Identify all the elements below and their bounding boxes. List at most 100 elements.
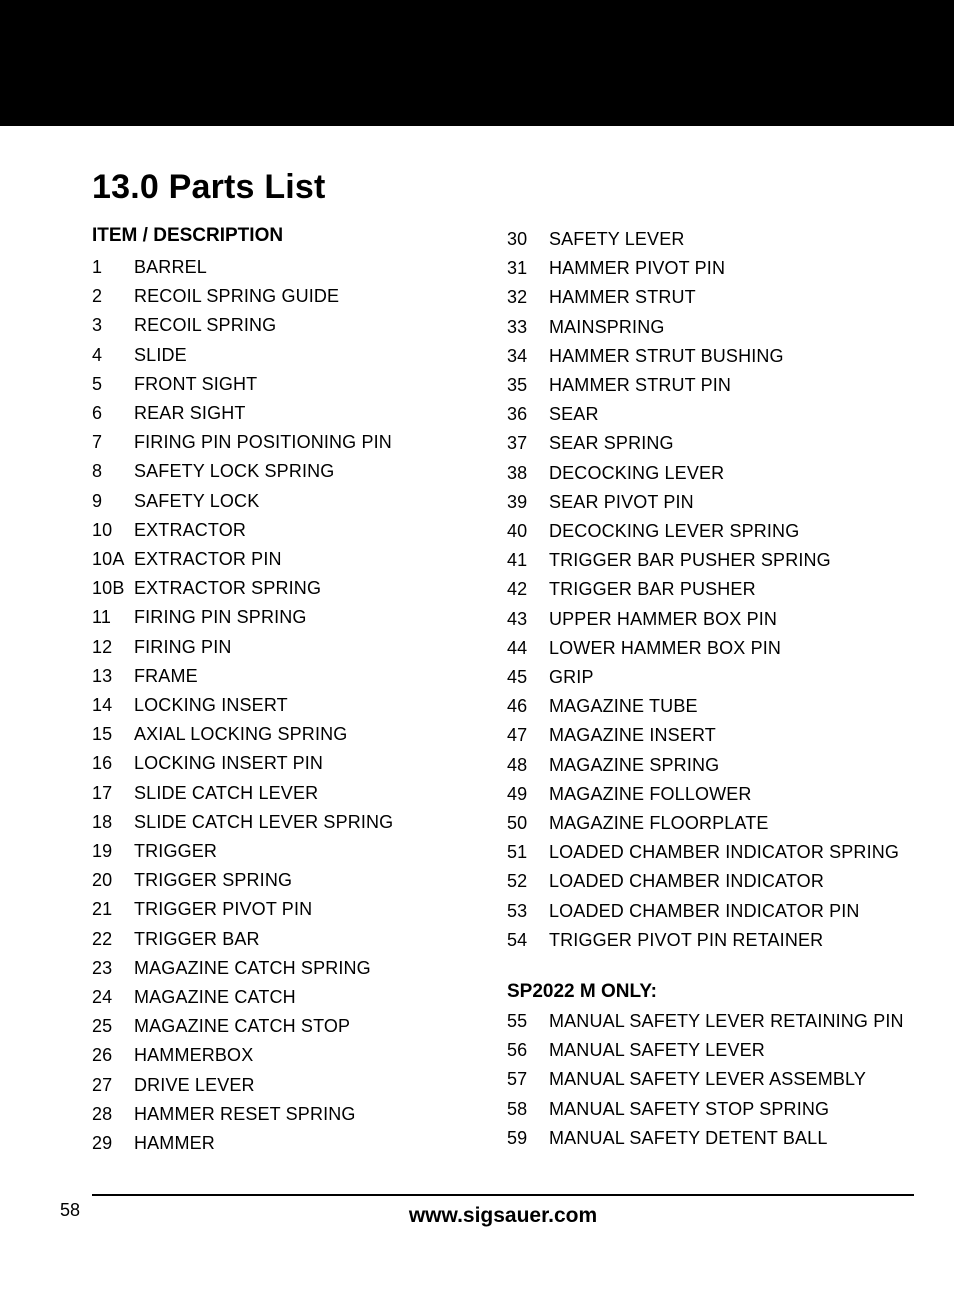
list-item: 58MANUAL SAFETY STOP SPRING bbox=[507, 1095, 914, 1124]
item-description: SEAR SPRING bbox=[549, 429, 914, 458]
item-description: DECOCKING LEVER SPRING bbox=[549, 517, 914, 546]
item-number: 26 bbox=[92, 1041, 134, 1070]
item-description: EXTRACTOR SPRING bbox=[134, 574, 499, 603]
footer-url: www.sigsauer.com bbox=[92, 1204, 914, 1228]
list-item: 33MAINSPRING bbox=[507, 313, 914, 342]
subgroup-list: 55MANUAL SAFETY LEVER RETAINING PIN56MAN… bbox=[507, 1007, 914, 1153]
content-area: 13.0 Parts List ITEM / DESCRIPTION 1BARR… bbox=[0, 126, 954, 1170]
item-number: 12 bbox=[92, 633, 134, 662]
item-number: 54 bbox=[507, 926, 549, 955]
list-item: 51LOADED CHAMBER INDICATOR SPRING bbox=[507, 838, 914, 867]
left-list: 1BARREL2RECOIL SPRING GUIDE3RECOIL SPRIN… bbox=[92, 253, 499, 1158]
list-item: 39SEAR PIVOT PIN bbox=[507, 488, 914, 517]
item-number: 4 bbox=[92, 341, 134, 370]
list-item: 54TRIGGER PIVOT PIN RETAINER bbox=[507, 926, 914, 955]
item-number: 45 bbox=[507, 663, 549, 692]
item-number: 24 bbox=[92, 983, 134, 1012]
item-description: LOADED CHAMBER INDICATOR bbox=[549, 867, 914, 896]
item-description: DECOCKING LEVER bbox=[549, 459, 914, 488]
item-number: 41 bbox=[507, 546, 549, 575]
item-description: SLIDE CATCH LEVER bbox=[134, 779, 499, 808]
item-description: SAFETY LOCK SPRING bbox=[134, 457, 499, 486]
list-item: 11FIRING PIN SPRING bbox=[92, 603, 499, 632]
item-number: 44 bbox=[507, 634, 549, 663]
item-number: 7 bbox=[92, 428, 134, 457]
list-item: 23MAGAZINE CATCH SPRING bbox=[92, 954, 499, 983]
item-number: 10 bbox=[92, 516, 134, 545]
item-description: RECOIL SPRING GUIDE bbox=[134, 282, 499, 311]
list-item: 2RECOIL SPRING GUIDE bbox=[92, 282, 499, 311]
list-item: 3RECOIL SPRING bbox=[92, 311, 499, 340]
item-number: 23 bbox=[92, 954, 134, 983]
section-title: 13.0 Parts List bbox=[92, 168, 914, 207]
list-item: 10EXTRACTOR bbox=[92, 516, 499, 545]
item-description: MAGAZINE SPRING bbox=[549, 751, 914, 780]
item-description: MAGAZINE CATCH bbox=[134, 983, 499, 1012]
item-description: EXTRACTOR bbox=[134, 516, 499, 545]
list-item: 41TRIGGER BAR PUSHER SPRING bbox=[507, 546, 914, 575]
list-item: 16LOCKING INSERT PIN bbox=[92, 749, 499, 778]
item-description: FIRING PIN SPRING bbox=[134, 603, 499, 632]
item-description: HAMMERBOX bbox=[134, 1041, 499, 1070]
item-number: 30 bbox=[507, 225, 549, 254]
column-header: ITEM / DESCRIPTION bbox=[92, 225, 499, 247]
list-item: 53LOADED CHAMBER INDICATOR PIN bbox=[507, 897, 914, 926]
item-number: 37 bbox=[507, 429, 549, 458]
item-description: TRIGGER SPRING bbox=[134, 866, 499, 895]
list-item: 50MAGAZINE FLOORPLATE bbox=[507, 809, 914, 838]
list-item: 19TRIGGER bbox=[92, 837, 499, 866]
page-container: 13.0 Parts List ITEM / DESCRIPTION 1BARR… bbox=[0, 0, 954, 1256]
item-number: 32 bbox=[507, 283, 549, 312]
list-item: 1BARREL bbox=[92, 253, 499, 282]
subgroup-header: SP2022 M ONLY: bbox=[507, 981, 914, 1003]
item-number: 35 bbox=[507, 371, 549, 400]
list-item: 8SAFETY LOCK SPRING bbox=[92, 457, 499, 486]
item-number: 10A bbox=[92, 545, 134, 574]
item-number: 29 bbox=[92, 1129, 134, 1158]
item-description: RECOIL SPRING bbox=[134, 311, 499, 340]
item-description: FIRING PIN POSITIONING PIN bbox=[134, 428, 499, 457]
list-item: 59MANUAL SAFETY DETENT BALL bbox=[507, 1124, 914, 1153]
item-description: UPPER HAMMER BOX PIN bbox=[549, 605, 914, 634]
item-number: 6 bbox=[92, 399, 134, 428]
item-description: SAFETY LOCK bbox=[134, 487, 499, 516]
item-description: TRIGGER BAR PUSHER bbox=[549, 575, 914, 604]
list-item: 46MAGAZINE TUBE bbox=[507, 692, 914, 721]
item-number: 17 bbox=[92, 779, 134, 808]
item-description: MAGAZINE TUBE bbox=[549, 692, 914, 721]
item-number: 18 bbox=[92, 808, 134, 837]
item-description: SLIDE bbox=[134, 341, 499, 370]
item-description: EXTRACTOR PIN bbox=[134, 545, 499, 574]
item-number: 58 bbox=[507, 1095, 549, 1124]
item-number: 53 bbox=[507, 897, 549, 926]
item-description: BARREL bbox=[134, 253, 499, 282]
item-description: MAGAZINE CATCH STOP bbox=[134, 1012, 499, 1041]
list-item: 42TRIGGER BAR PUSHER bbox=[507, 575, 914, 604]
list-item: 24MAGAZINE CATCH bbox=[92, 983, 499, 1012]
list-item: 35HAMMER STRUT PIN bbox=[507, 371, 914, 400]
list-item: 44LOWER HAMMER BOX PIN bbox=[507, 634, 914, 663]
item-number: 27 bbox=[92, 1071, 134, 1100]
item-number: 34 bbox=[507, 342, 549, 371]
footer: 58 www.sigsauer.com bbox=[0, 1196, 954, 1256]
list-item: 21TRIGGER PIVOT PIN bbox=[92, 895, 499, 924]
item-description: TRIGGER PIVOT PIN RETAINER bbox=[549, 926, 914, 955]
item-description: LOCKING INSERT PIN bbox=[134, 749, 499, 778]
item-description: TRIGGER bbox=[134, 837, 499, 866]
item-description: LOADED CHAMBER INDICATOR SPRING bbox=[549, 838, 914, 867]
item-number: 49 bbox=[507, 780, 549, 809]
item-number: 55 bbox=[507, 1007, 549, 1036]
item-description: SEAR PIVOT PIN bbox=[549, 488, 914, 517]
list-item: 7FIRING PIN POSITIONING PIN bbox=[92, 428, 499, 457]
list-item: 29HAMMER bbox=[92, 1129, 499, 1158]
right-column: 30SAFETY LEVER31HAMMER PIVOT PIN32HAMMER… bbox=[507, 225, 914, 1158]
item-description: REAR SIGHT bbox=[134, 399, 499, 428]
item-number: 59 bbox=[507, 1124, 549, 1153]
item-description: HAMMER bbox=[134, 1129, 499, 1158]
list-item: 27DRIVE LEVER bbox=[92, 1071, 499, 1100]
item-number: 47 bbox=[507, 721, 549, 750]
list-item: 13FRAME bbox=[92, 662, 499, 691]
list-item: 57MANUAL SAFETY LEVER ASSEMBLY bbox=[507, 1065, 914, 1094]
item-number: 3 bbox=[92, 311, 134, 340]
item-number: 1 bbox=[92, 253, 134, 282]
